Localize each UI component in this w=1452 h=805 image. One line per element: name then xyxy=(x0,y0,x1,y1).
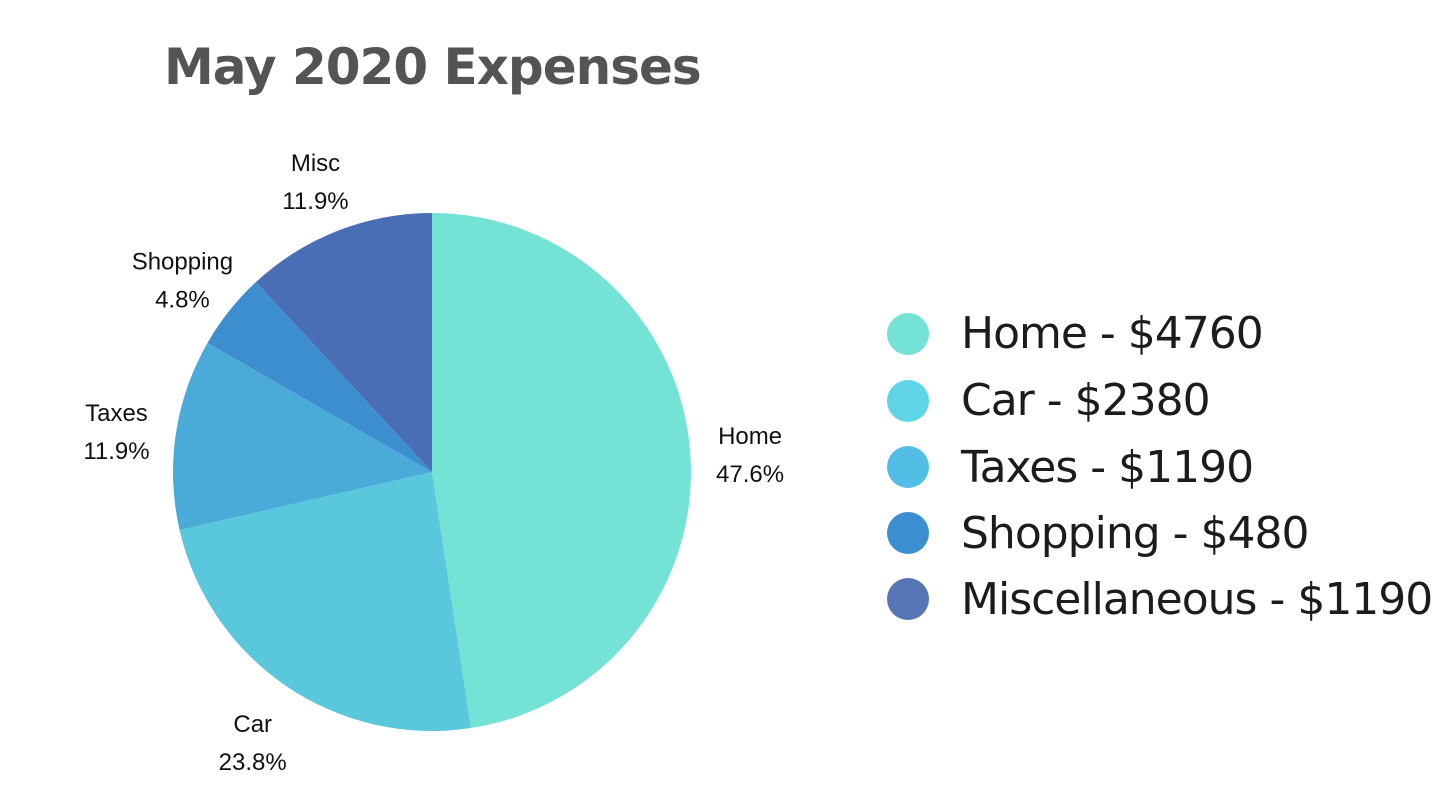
pie-percent-car: 23.8% xyxy=(219,749,287,776)
pie-percent-taxes: 11.9% xyxy=(83,438,149,465)
legend-item-home: Home - $4760 xyxy=(887,300,1432,367)
pie-slice-car xyxy=(179,472,471,731)
pie-slice-shopping xyxy=(207,282,432,472)
legend-item-car: Car - $2380 xyxy=(887,367,1432,434)
pie-labels: Home 47.6% Car 23.8% Taxes 11.9% Shopping 4.8% M… xyxy=(83,150,784,776)
legend-label-car: Car - $2380 xyxy=(961,375,1211,426)
legend-swatch-miscellaneous xyxy=(887,578,929,620)
pie-slice-home xyxy=(432,213,691,729)
legend-item-miscellaneous: Miscellaneous - $1190 xyxy=(887,566,1433,632)
pie-slices xyxy=(172,213,691,731)
legend-item-taxes: Taxes - $1190 xyxy=(887,434,1432,500)
pie-slice-taxes xyxy=(172,342,432,531)
pie-label-misc: Misc xyxy=(291,150,340,177)
legend-item-shopping: Shopping - $480 xyxy=(887,500,1432,566)
legend-label-taxes: Taxes - $1190 xyxy=(961,441,1254,493)
pie-percent-home: 47.6% xyxy=(716,461,784,488)
legend-swatch-home xyxy=(887,312,929,355)
legend-label-home: Home - $4760 xyxy=(961,308,1264,359)
legend: Home - $4760 Car - $2380 Taxes - $1190 S… xyxy=(887,300,1433,632)
pie-label-car: Car xyxy=(233,711,272,738)
pie-slice-misc xyxy=(255,213,432,472)
chart-title: May 2020 Expenses xyxy=(164,38,702,96)
legend-label-miscellaneous: Miscellaneous - $1190 xyxy=(961,573,1433,625)
pie-label-shopping: Shopping xyxy=(132,248,233,275)
pie-label-home: Home xyxy=(718,423,782,450)
pie-percent-misc: 11.9% xyxy=(282,188,348,215)
legend-swatch-car xyxy=(887,379,929,422)
pie-label-taxes: Taxes xyxy=(85,400,148,427)
legend-swatch-shopping xyxy=(887,512,929,554)
legend-swatch-taxes xyxy=(887,446,929,488)
pie-percent-shopping: 4.8% xyxy=(155,286,210,313)
legend-label-shopping: Shopping - $480 xyxy=(961,507,1309,559)
